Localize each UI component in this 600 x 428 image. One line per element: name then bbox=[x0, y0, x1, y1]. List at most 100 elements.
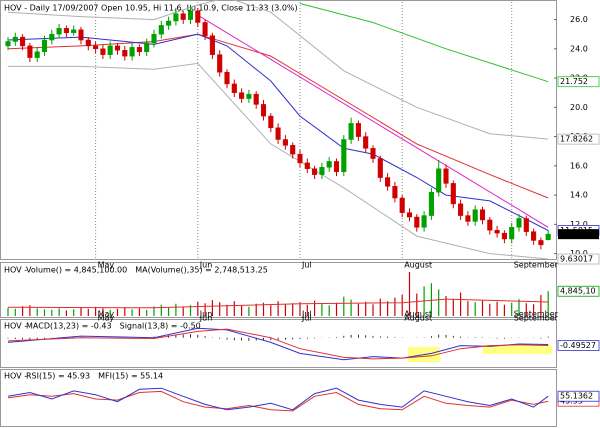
indicator-line bbox=[8, 62, 549, 260]
candle-body bbox=[41, 39, 48, 52]
y-tick-label: 14.0 bbox=[570, 191, 588, 200]
x-tick-label: May bbox=[98, 310, 115, 319]
x-tick-label: September bbox=[514, 314, 559, 323]
value-label-box bbox=[557, 253, 600, 265]
candle-body bbox=[49, 33, 55, 41]
value-label: 55.1362 bbox=[560, 392, 593, 401]
candle-body bbox=[428, 191, 434, 216]
x-tick-label: May bbox=[98, 314, 115, 323]
candle-body bbox=[151, 33, 157, 44]
y-tick-label: 24.0 bbox=[570, 44, 588, 53]
value-label: 4,845,10 bbox=[560, 287, 596, 296]
candle-body bbox=[78, 29, 84, 41]
candle-body bbox=[260, 104, 267, 117]
indicator-line bbox=[197, 14, 549, 228]
highlight bbox=[483, 345, 552, 354]
candle-body bbox=[224, 71, 230, 85]
indicator-line bbox=[299, 3, 549, 83]
candle-body bbox=[202, 22, 208, 36]
x-tick-label: May bbox=[98, 261, 115, 270]
candle-body bbox=[297, 153, 303, 164]
x-tick-label: Jul bbox=[301, 310, 312, 319]
candle-body bbox=[187, 10, 194, 20]
candle-body bbox=[100, 48, 106, 55]
candle-body bbox=[20, 36, 26, 47]
candle-body bbox=[414, 216, 420, 228]
value-label-box bbox=[557, 285, 600, 297]
candle-body bbox=[450, 183, 456, 205]
candle-body bbox=[355, 123, 361, 137]
indicator-line bbox=[7, 33, 549, 199]
candle-body bbox=[436, 168, 442, 193]
candle-body bbox=[136, 47, 142, 52]
candle-body bbox=[12, 36, 18, 42]
y-tick-label: 12.0 bbox=[570, 220, 588, 229]
candle-body bbox=[333, 161, 340, 172]
y-tick-label: 16.0 bbox=[570, 161, 588, 170]
x-tick-label: Jun bbox=[199, 261, 213, 270]
candle-body bbox=[129, 47, 135, 57]
candle-body bbox=[348, 123, 354, 140]
value-label: -0.49527 bbox=[560, 341, 596, 350]
legend-entry: MACD(13,23) = -0.43 bbox=[26, 322, 112, 331]
legend-entry: MFI(15) = 55.14 bbox=[98, 372, 163, 381]
indicator-line bbox=[7, 298, 549, 309]
x-tick-label: Jul bbox=[301, 314, 312, 323]
candle-body bbox=[509, 227, 515, 240]
chart-title: HOV - Daily 17/09/2007 Open 10.95, Hi 11… bbox=[4, 4, 298, 13]
candle-body bbox=[85, 39, 91, 47]
candle-body bbox=[538, 240, 544, 246]
candle-body bbox=[195, 10, 201, 23]
candle-body bbox=[107, 45, 113, 55]
candle-body bbox=[472, 209, 478, 222]
y-tick-label: 26.0 bbox=[570, 15, 588, 24]
macd-panel bbox=[0, 319, 557, 368]
candle-body bbox=[312, 168, 318, 175]
candle-body bbox=[5, 41, 11, 47]
candle-body bbox=[166, 20, 172, 26]
candle-body bbox=[27, 45, 33, 58]
candle-body bbox=[399, 197, 405, 213]
value-label: 17.8262 bbox=[560, 135, 593, 144]
x-tick-label: Jun bbox=[199, 314, 213, 323]
candle-body bbox=[377, 158, 383, 178]
candle-body bbox=[34, 51, 40, 58]
candle-body bbox=[531, 231, 537, 241]
indicator-line bbox=[7, 0, 549, 140]
value-label-box bbox=[557, 390, 600, 402]
candle-body bbox=[239, 92, 245, 99]
candle-body bbox=[370, 148, 376, 159]
candle-body bbox=[93, 45, 99, 50]
legend-entry: Signal(13,8) = -0.50 bbox=[120, 322, 201, 331]
candle-body bbox=[406, 212, 413, 218]
panel-title: HOV - bbox=[4, 372, 27, 381]
candle-body bbox=[494, 229, 500, 234]
candle-body bbox=[268, 115, 274, 129]
x-tick-label: September bbox=[514, 310, 559, 319]
x-tick-label: September bbox=[514, 261, 559, 270]
candle-body bbox=[479, 209, 486, 221]
candle-body bbox=[217, 54, 223, 73]
candle-body bbox=[523, 218, 529, 232]
x-tick-label: August bbox=[404, 261, 432, 270]
candle-body bbox=[56, 28, 62, 35]
candle-body bbox=[421, 215, 427, 228]
candle-body bbox=[209, 35, 215, 55]
close-label: 11.33 bbox=[560, 230, 583, 239]
value-label: 9.63017 bbox=[560, 255, 593, 264]
candle-body bbox=[443, 168, 449, 184]
candle-body bbox=[516, 218, 522, 228]
candle-body bbox=[114, 45, 121, 51]
candle-body bbox=[246, 93, 252, 99]
candle-body bbox=[319, 167, 325, 175]
x-tick-label: August bbox=[404, 310, 432, 319]
y-tick-label: 10.0 bbox=[570, 249, 588, 258]
panel-title: HOV - bbox=[4, 266, 27, 275]
candle-body bbox=[173, 13, 179, 22]
value-label-box bbox=[557, 133, 600, 145]
candle-body bbox=[545, 233, 551, 240]
legend-entry: MA(Volume(),35) = 2,748,513.25 bbox=[135, 266, 268, 275]
close-label-box bbox=[558, 229, 599, 240]
value-label: 21.752 bbox=[560, 77, 588, 86]
